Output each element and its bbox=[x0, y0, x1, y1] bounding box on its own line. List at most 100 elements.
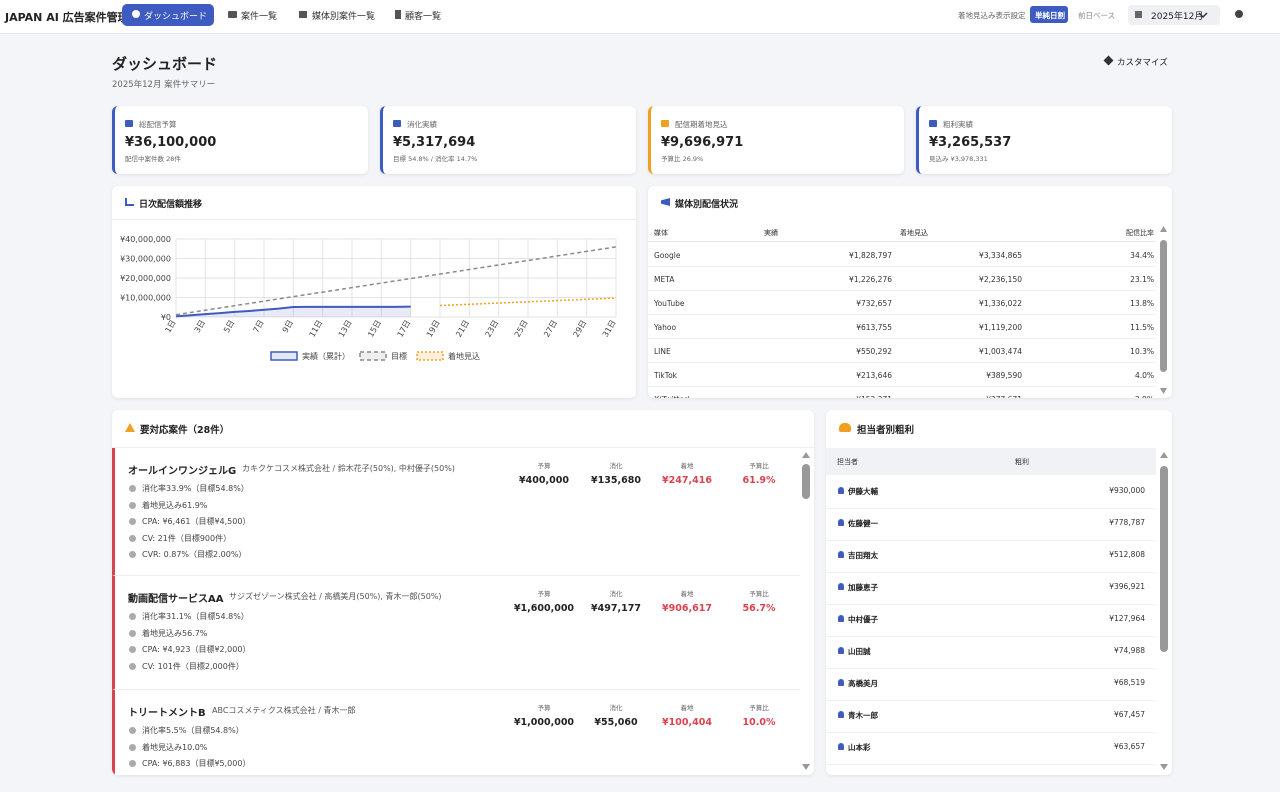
profit-value: ¥74,988 bbox=[1114, 646, 1145, 655]
table-cell: 10.3% bbox=[1130, 347, 1154, 356]
table-cell: ¥1,828,797 bbox=[849, 251, 892, 260]
icon bbox=[299, 11, 307, 18]
x-tick-label: 29日 bbox=[572, 319, 589, 339]
dark-mode-toggle[interactable] bbox=[1235, 10, 1243, 18]
alert-name[interactable]: 動画配信サービスAA bbox=[128, 590, 223, 605]
legend-swatch bbox=[271, 352, 297, 360]
scroll-down[interactable] bbox=[802, 764, 810, 770]
nav-tab[interactable]: ダッシュボード bbox=[144, 9, 207, 22]
table-cell: 4.0% bbox=[1135, 371, 1154, 380]
kpi-label: 粗利実績 bbox=[943, 119, 973, 130]
column-header[interactable]: 着地見込 bbox=[900, 228, 928, 238]
nav-tab[interactable]: 媒体別案件一覧 bbox=[312, 9, 375, 22]
icon bbox=[125, 198, 134, 206]
stat-value: 61.9% bbox=[714, 475, 800, 486]
customize-button[interactable]: カスタマイズ bbox=[1117, 56, 1168, 68]
icon bbox=[839, 423, 851, 432]
x-tick-label: 9日 bbox=[281, 319, 295, 335]
legend-swatch bbox=[360, 352, 386, 360]
bullet bbox=[129, 502, 136, 509]
scroll-down[interactable] bbox=[1160, 764, 1168, 770]
brand: JAPAN AI 広告案件管理 bbox=[5, 9, 129, 25]
column-header[interactable]: 配信比率 bbox=[1126, 228, 1154, 238]
media-name: LINE bbox=[654, 347, 671, 356]
person-name: 高橋美月 bbox=[848, 678, 878, 689]
alert-name[interactable]: オールインワンジェルG bbox=[128, 462, 236, 477]
legend-label: 着地見込 bbox=[448, 351, 480, 361]
alert-detail: 着地見込み56.7% bbox=[142, 628, 207, 639]
row-divider bbox=[826, 604, 1156, 605]
x-tick-label: 7日 bbox=[251, 319, 265, 335]
scrollbar[interactable] bbox=[802, 464, 810, 499]
scroll-down[interactable] bbox=[1160, 388, 1167, 394]
column-header[interactable]: 粗利 bbox=[1015, 457, 1029, 467]
media-name: X(Twitter) bbox=[654, 395, 690, 398]
x-tick-label: 5日 bbox=[222, 319, 236, 335]
stat-label: 消化 bbox=[576, 702, 656, 712]
table-cell: 11.5% bbox=[1130, 323, 1154, 332]
row-divider bbox=[648, 266, 1156, 267]
x-tick-label: 11日 bbox=[308, 319, 325, 339]
person-name: 山本彩 bbox=[848, 742, 871, 753]
icon bbox=[661, 198, 670, 206]
bullet bbox=[129, 646, 136, 653]
kpi-note: 目標 54.8% / 消化率 14.7% bbox=[393, 153, 477, 163]
x-tick-label: 31日 bbox=[601, 319, 618, 339]
person-icon bbox=[838, 487, 844, 494]
person-icon bbox=[838, 711, 844, 718]
table-header-bg bbox=[826, 448, 1156, 475]
x-tick-label: 17日 bbox=[396, 319, 413, 339]
icon bbox=[1104, 56, 1114, 66]
x-tick-label: 25日 bbox=[513, 319, 530, 339]
profit-value: ¥396,921 bbox=[1109, 582, 1145, 591]
scroll-up[interactable] bbox=[802, 452, 810, 458]
kpi-card: 消化実績¥5,317,694目標 54.8% / 消化率 14.7% bbox=[380, 106, 636, 174]
media-table: 媒体実績着地見込配信比率Google¥1,828,797¥3,334,86534… bbox=[648, 222, 1156, 398]
y-tick-label: ¥30,000,000 bbox=[120, 255, 171, 264]
line-chart: ¥0¥10,000,000¥20,000,000¥30,000,000¥40,0… bbox=[112, 220, 636, 398]
nav-tab[interactable]: 顧客一覧 bbox=[405, 9, 441, 22]
alert-detail: 消化率31.1%（目標54.8%） bbox=[142, 611, 249, 622]
x-tick-label: 15日 bbox=[366, 319, 383, 339]
table-cell: ¥1,003,474 bbox=[979, 347, 1022, 356]
scroll-up[interactable] bbox=[1160, 226, 1167, 232]
toggle-option[interactable]: 単純日割 bbox=[1035, 10, 1065, 21]
scrollbar[interactable] bbox=[1160, 466, 1168, 652]
nav-tab[interactable]: 案件一覧 bbox=[241, 9, 277, 22]
media-card: 媒体別配信状況 媒体実績着地見込配信比率Google¥1,828,797¥3,3… bbox=[648, 186, 1172, 398]
kpi-note: 見込み ¥3,978,331 bbox=[929, 153, 988, 163]
table-cell: 34.4% bbox=[1130, 251, 1154, 260]
scroll-up[interactable] bbox=[1160, 452, 1168, 458]
scrollbar[interactable] bbox=[1160, 240, 1167, 372]
alert-detail: 消化率5.5%（目標54.8%） bbox=[142, 725, 244, 736]
alert-detail: CPA: ¥6,883（目標¥5,000） bbox=[142, 758, 250, 769]
kpi-value: ¥36,100,000 bbox=[125, 135, 216, 150]
x-tick-label: 23日 bbox=[484, 319, 501, 339]
profit-value: ¥930,000 bbox=[1109, 486, 1145, 495]
toggle-option[interactable]: 前日ベース bbox=[1078, 10, 1115, 21]
row-divider bbox=[826, 668, 1156, 669]
x-tick-label: 3日 bbox=[193, 319, 207, 335]
profit-value: ¥127,964 bbox=[1109, 614, 1145, 623]
column-header[interactable]: 担当者 bbox=[837, 457, 858, 467]
person-icon bbox=[838, 519, 844, 526]
column-header[interactable]: 実績 bbox=[764, 228, 778, 238]
bullet bbox=[129, 551, 136, 558]
alert-item: オールインワンジェルGカキクケコスメ株式会社 / 鈴木花子(50%), 中村優子… bbox=[112, 448, 800, 576]
alert-name[interactable]: トリートメントB bbox=[128, 704, 206, 719]
row-divider bbox=[826, 764, 1156, 765]
media-name: META bbox=[654, 275, 674, 284]
x-tick-label: 27日 bbox=[542, 319, 559, 339]
profit-table: 担当者粗利伊藤大輔¥930,000佐藤健一¥778,787吉田翔太¥512,80… bbox=[826, 448, 1156, 775]
stat-label: 着地 bbox=[647, 588, 727, 598]
column-header[interactable]: 媒体 bbox=[654, 228, 668, 238]
profit-value: ¥778,787 bbox=[1109, 518, 1145, 527]
x-tick-label: 21日 bbox=[454, 319, 471, 339]
stat-label: 予算比 bbox=[719, 460, 799, 470]
month-label[interactable]: 2025年12月 bbox=[1151, 9, 1203, 22]
kpi-value: ¥9,696,971 bbox=[661, 135, 743, 150]
alert-list: オールインワンジェルGカキクケコスメ株式会社 / 鈴木花子(50%), 中村優子… bbox=[112, 448, 800, 775]
kpi-label: 総配信予算 bbox=[139, 119, 177, 130]
kpi-value: ¥3,265,537 bbox=[929, 135, 1011, 150]
alert-client: サジズゼゾーン株式会社 / 高橋美月(50%), 青木一郎(50%) bbox=[229, 591, 442, 602]
